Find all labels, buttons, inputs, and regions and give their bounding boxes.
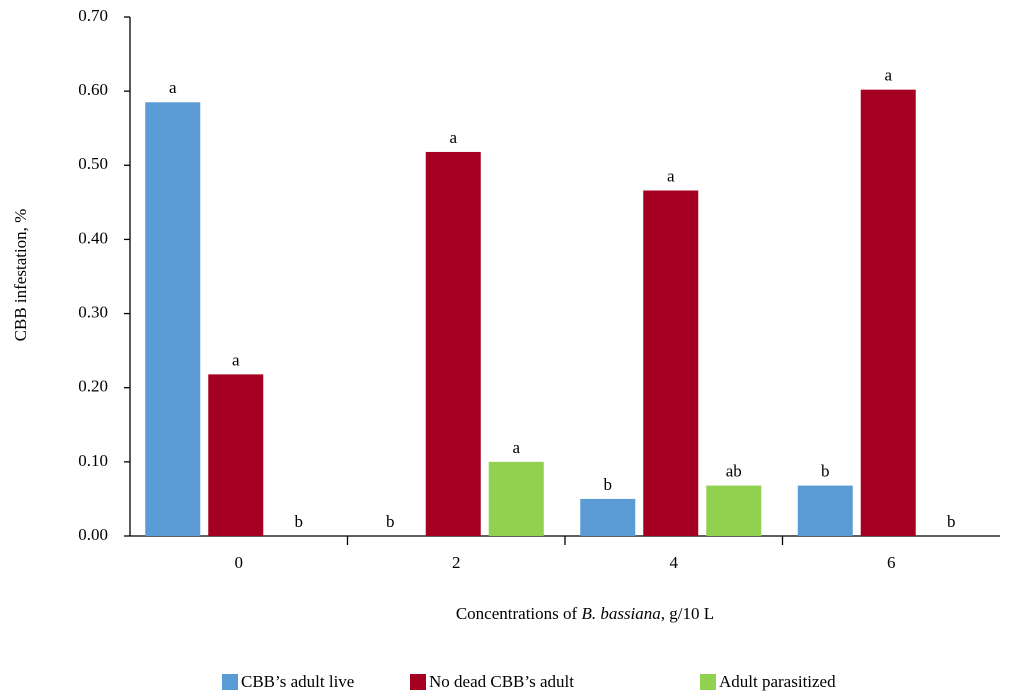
x-tick-label: 2 <box>452 553 461 572</box>
y-tick-label: 0.50 <box>78 154 108 173</box>
x-axis-title-part: B. bassiana <box>581 604 660 623</box>
bar-letter: a <box>169 78 177 97</box>
x-axis-title-part: , g/10 L <box>661 604 714 623</box>
bar-letter: ab <box>726 461 742 480</box>
bar-letter: a <box>667 166 675 185</box>
bar <box>425 151 481 536</box>
bar-letter: a <box>449 128 457 147</box>
x-tick-label: 6 <box>887 553 896 572</box>
bar <box>208 374 264 536</box>
bar <box>706 485 762 536</box>
bar <box>145 102 201 536</box>
bar-letter: a <box>232 350 240 369</box>
y-tick-label: 0.70 <box>78 6 108 25</box>
legend-label: CBB’s adult live <box>241 672 354 691</box>
bar-letter: a <box>884 66 892 85</box>
y-tick-label: 0.00 <box>78 525 108 544</box>
x-axis-title: Concentrations of B. bassiana, g/10 L <box>456 604 714 623</box>
bar <box>860 89 916 536</box>
bar <box>488 461 544 536</box>
bar-letter: a <box>512 438 520 457</box>
bar-letter: b <box>947 512 956 531</box>
bar <box>797 485 853 536</box>
legend-swatch <box>700 674 716 690</box>
x-tick-label: 4 <box>670 553 679 572</box>
bar-letter: b <box>604 475 613 494</box>
y-tick-label: 0.10 <box>78 451 108 470</box>
y-tick-label: 0.30 <box>78 302 108 321</box>
x-axis-title-part: Concentrations of <box>456 604 582 623</box>
legend-swatch <box>222 674 238 690</box>
bar <box>643 190 699 536</box>
y-tick-label: 0.40 <box>78 228 108 247</box>
x-tick-label: 0 <box>235 553 244 572</box>
bar <box>580 498 636 536</box>
bar-letter: b <box>386 512 395 531</box>
legend-swatch <box>410 674 426 690</box>
y-tick-label: 0.20 <box>78 377 108 396</box>
legend-label: No dead CBB’s adult <box>429 672 574 691</box>
bar-letter: b <box>821 461 830 480</box>
legend-label: Adult parasitized <box>719 672 836 691</box>
y-axis-title: CBB infestation, % <box>11 209 30 342</box>
y-tick-label: 0.60 <box>78 80 108 99</box>
bar-letter: b <box>295 512 304 531</box>
